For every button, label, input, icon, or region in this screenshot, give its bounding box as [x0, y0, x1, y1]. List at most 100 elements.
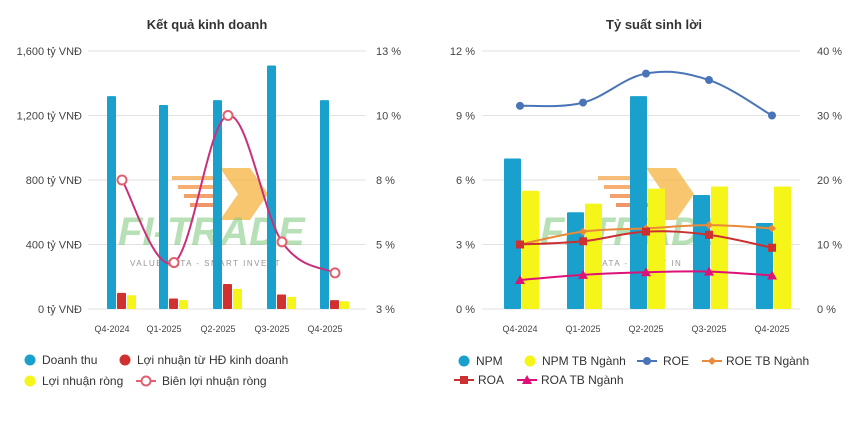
chart1-y2-axis-ticks: 3 % 5 % 8 % 10 % 13 %: [376, 46, 401, 316]
bar-npm[interactable]: [756, 223, 773, 309]
bar-npm-ind[interactable]: [585, 203, 602, 309]
bar-net-profit[interactable]: [179, 300, 188, 309]
legend-item-npm-ind[interactable]: NPM TB Ngành: [524, 354, 626, 368]
point-roa[interactable]: [705, 230, 713, 239]
legend-item-op-profit[interactable]: Lợi nhuận từ HĐ kinh doanh: [119, 353, 289, 367]
point-roa[interactable]: [642, 227, 650, 236]
point-roe-ind[interactable]: [768, 224, 776, 233]
logo-stripe: [598, 176, 642, 180]
y2-tick-label: 40 %: [817, 46, 842, 58]
point-roa-ind[interactable]: [578, 269, 588, 279]
legend-item-net-profit[interactable]: Lợi nhuận ròng: [24, 374, 124, 388]
legend-label-net-profit: Lợi nhuận ròng: [42, 374, 123, 388]
bar-npm[interactable]: [504, 158, 521, 310]
x-tick-label: Q2-2025: [200, 324, 235, 334]
point-roe-ind[interactable]: [705, 221, 713, 230]
chart1-y-axis-ticks: 0 tỷ VNĐ 400 tỷ VNĐ 800 tỷ VNĐ 1,200 tỷ VNĐ…: [17, 46, 82, 316]
x-tick-label: Q4-2025: [307, 324, 342, 334]
bar-net-profit[interactable]: [287, 296, 296, 309]
bar-op-profit[interactable]: [223, 284, 232, 309]
legend-item-roa[interactable]: ROA: [454, 373, 504, 387]
fitrade-logo-icon: [172, 168, 268, 220]
bar-revenue[interactable]: [320, 100, 329, 310]
y2-tick-label: 3 %: [376, 304, 395, 316]
bar-net-profit[interactable]: [127, 295, 136, 309]
legend-marker-net-margin: [140, 375, 152, 387]
bar-revenue[interactable]: [267, 65, 276, 309]
bar-npm-ind[interactable]: [774, 186, 791, 309]
legend-label-revenue: Doanh thu: [42, 353, 97, 367]
point-net-margin[interactable]: [168, 257, 180, 269]
chart1-legend: Doanh thu Lợi nhuận từ HĐ kinh doanh Lợi…: [24, 353, 289, 388]
chart1-bars: [107, 65, 349, 310]
legend-item-revenue[interactable]: Doanh thu: [24, 353, 98, 367]
y-tick-label: 12 %: [450, 46, 475, 58]
point-roe[interactable]: [579, 98, 587, 107]
point-net-margin[interactable]: [329, 267, 341, 279]
bar-npm-ind[interactable]: [522, 190, 539, 309]
point-net-margin[interactable]: [116, 174, 128, 186]
legend-label-roa: ROA: [478, 373, 504, 387]
x-tick-label: Q4-2024: [94, 324, 129, 334]
bar-op-profit[interactable]: [330, 300, 339, 309]
chart-profitability: Tỷ suất sinh lời FI-TRADE DATA - SMART I…: [450, 17, 842, 334]
bar-op-profit[interactable]: [117, 292, 126, 309]
legend-item-roe-ind[interactable]: ROE TB Ngành: [702, 354, 809, 368]
point-roa-ind[interactable]: [704, 266, 714, 276]
legend-item-net-margin[interactable]: Biên lợi nhuận ròng: [136, 374, 267, 388]
bar-npm[interactable]: [567, 212, 584, 309]
bar-revenue[interactable]: [107, 96, 116, 310]
legend-label-npm-ind: NPM TB Ngành: [542, 354, 626, 368]
y2-tick-label: 8 %: [376, 175, 395, 187]
bar-npm[interactable]: [693, 195, 710, 309]
x-tick-label: Q3-2025: [254, 324, 289, 334]
y2-tick-label: 30 %: [817, 111, 842, 123]
point-roa-ind[interactable]: [641, 267, 651, 277]
y2-tick-label: 13 %: [376, 46, 401, 58]
bar-net-profit[interactable]: [340, 301, 349, 309]
point-roe[interactable]: [705, 76, 713, 85]
legend-marker-net-profit: [24, 375, 36, 387]
y-tick-label: 9 %: [456, 111, 475, 123]
x-tick-label: Q4-2025: [754, 324, 789, 334]
point-roa[interactable]: [579, 237, 587, 246]
chart1-title: Kết quả kinh doanh: [147, 17, 268, 32]
legend-marker-roa-ind: [522, 375, 532, 384]
legend-label-roe: ROE: [663, 354, 689, 368]
point-net-margin[interactable]: [276, 236, 288, 248]
point-roe-ind[interactable]: [579, 227, 587, 236]
bar-net-profit[interactable]: [233, 288, 242, 309]
point-roa[interactable]: [516, 240, 524, 249]
chart1-x-axis-ticks: Q4-2024 Q1-2025 Q2-2025 Q3-2025 Q4-2025: [94, 324, 342, 334]
legend-label-roa-ind: ROA TB Ngành: [541, 373, 624, 387]
point-roe[interactable]: [516, 101, 524, 110]
point-roa[interactable]: [768, 243, 776, 252]
x-tick-label: Q3-2025: [691, 324, 726, 334]
legend-marker-npm: [458, 355, 470, 367]
bar-op-profit[interactable]: [169, 298, 178, 309]
legend-marker-revenue: [24, 354, 36, 366]
legend-item-npm[interactable]: NPM: [458, 354, 503, 368]
logo-stripe: [604, 185, 644, 189]
y-tick-label: 0 %: [456, 304, 475, 316]
watermark-brand: FI-TRADE: [118, 210, 306, 254]
bar-op-profit[interactable]: [277, 294, 286, 309]
bar-revenue[interactable]: [213, 100, 222, 310]
chart2-lines: [515, 69, 777, 284]
bar-npm-ind[interactable]: [648, 188, 665, 309]
bar-npm-ind[interactable]: [711, 186, 728, 309]
point-roa-ind[interactable]: [767, 270, 777, 280]
bar-npm[interactable]: [630, 96, 647, 310]
legend-item-roe[interactable]: ROE: [637, 354, 689, 368]
logo-stripe: [190, 203, 222, 207]
point-roe[interactable]: [768, 111, 776, 120]
legend-marker-roe: [643, 357, 651, 365]
point-roe[interactable]: [642, 69, 650, 78]
legend-item-roa-ind[interactable]: ROA TB Ngành: [517, 373, 624, 387]
logo-arrow: [220, 168, 268, 220]
bar-revenue[interactable]: [159, 105, 168, 309]
point-roa-ind[interactable]: [515, 274, 525, 284]
point-net-margin[interactable]: [222, 110, 234, 121]
chart2-legend: NPM NPM TB Ngành ROE ROE TB Ngành ROA RO…: [454, 354, 809, 387]
